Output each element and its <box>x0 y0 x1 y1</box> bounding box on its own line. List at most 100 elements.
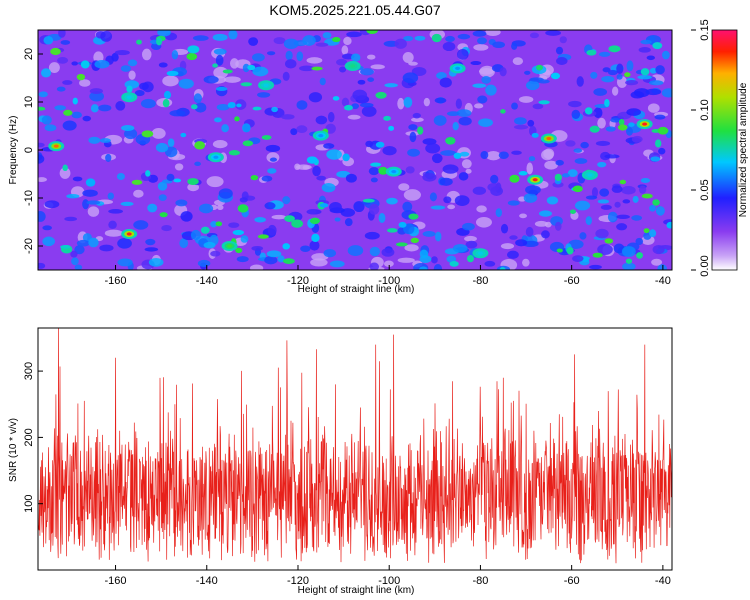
heatmap-cell <box>622 262 636 270</box>
snr-y-tick-label: 300 <box>23 362 35 380</box>
heatmap-cell <box>316 175 326 181</box>
heatmap-cell <box>440 150 457 156</box>
heatmap-cell <box>42 225 52 231</box>
snr-x-tick-label: -60 <box>564 575 580 587</box>
heatmap-cell <box>455 98 462 109</box>
heatmap-cell <box>369 246 380 257</box>
heatmap-cell <box>515 239 528 247</box>
heatmap-cell <box>175 199 188 207</box>
heatmap-cell <box>82 199 89 210</box>
heatmap-cell <box>641 193 653 199</box>
heatmap-cell <box>423 97 430 107</box>
heatmap-cell <box>655 65 665 75</box>
heatmap-cell <box>425 143 441 154</box>
heatmap-cell <box>613 243 625 254</box>
heatmap-cell <box>200 226 210 234</box>
heatmap-cell <box>559 36 567 44</box>
heatmap-cell <box>375 141 385 148</box>
heatmap-cell <box>367 54 376 60</box>
heatmap-cell <box>662 50 670 60</box>
heatmap-cell <box>417 126 424 135</box>
heatmap-cell <box>252 53 265 62</box>
heatmap-cell <box>343 36 352 46</box>
heatmap-cell <box>487 183 500 192</box>
heatmap-cell <box>544 160 558 170</box>
heatmap-cell <box>365 140 374 148</box>
heatmap-cell <box>618 118 625 126</box>
heatmap-cell <box>236 256 249 263</box>
heatmap-cell <box>394 38 407 49</box>
heatmap-cell <box>650 156 661 162</box>
heatmap-cell <box>98 104 112 112</box>
heatmap-cell <box>178 78 194 89</box>
heatmap-cell <box>586 49 597 56</box>
heatmap-cell <box>525 80 540 91</box>
heatmap-x-ticks: -160 -140 -120 -100 -80 -60 -40 <box>105 265 671 287</box>
heatmap-cell <box>300 245 311 252</box>
heatmap-cell <box>537 79 550 84</box>
heatmap-cell <box>626 127 633 136</box>
heatmap-cell <box>115 101 126 111</box>
heatmap-cell <box>57 57 69 64</box>
heatmap-cell <box>62 120 77 131</box>
heatmap-x-tick-label: -140 <box>196 275 218 287</box>
heatmap-cell <box>585 195 598 200</box>
heatmap-cell <box>661 88 672 98</box>
heatmap-cell <box>296 125 308 134</box>
heatmap-cell <box>538 210 553 217</box>
heatmap-peak-center <box>391 170 397 174</box>
heatmap-cell <box>254 217 267 223</box>
heatmap-cell <box>194 161 201 167</box>
heatmap-cell <box>572 255 584 262</box>
heatmap-y-axis-label: Frequency (Hz) <box>8 116 19 185</box>
heatmap-cell <box>166 70 179 76</box>
heatmap-cell <box>341 45 349 55</box>
heatmap-peak-center <box>642 122 648 126</box>
heatmap-cell <box>44 124 57 132</box>
heatmap-cell <box>237 204 249 213</box>
heatmap-cell <box>86 200 101 205</box>
heatmap-cell <box>283 258 295 265</box>
heatmap-cell <box>637 75 652 80</box>
heatmap-cell <box>522 258 530 267</box>
heatmap-cell <box>282 243 290 250</box>
heatmap-cell <box>499 67 507 77</box>
heatmap-cell <box>614 201 621 208</box>
heatmap-cell <box>311 66 323 71</box>
heatmap-cell <box>442 41 456 52</box>
heatmap-cell <box>265 144 281 153</box>
heatmap-cell <box>107 192 114 200</box>
heatmap-cell <box>500 243 515 250</box>
heatmap-cell <box>640 177 650 183</box>
heatmap-cell <box>180 211 193 222</box>
snr-x-axis-label: Height of straight line (km) <box>298 585 415 596</box>
heatmap-cell <box>541 230 550 239</box>
heatmap-cell <box>282 71 290 81</box>
heatmap-cell <box>610 117 621 123</box>
heatmap-cell <box>655 206 665 216</box>
heatmap-cell <box>419 266 428 270</box>
heatmap-cell <box>635 237 644 246</box>
heatmap-peak-center <box>318 134 324 138</box>
heatmap-peak-center <box>546 136 552 141</box>
heatmap-cell <box>408 124 418 131</box>
heatmap-cell <box>555 46 564 55</box>
heatmap-cell <box>412 112 421 119</box>
heatmap-cell <box>90 104 99 113</box>
heatmap-cell <box>213 48 227 55</box>
heatmap-cell <box>234 116 240 122</box>
heatmap-cell <box>459 151 470 157</box>
heatmap-cell <box>139 82 149 90</box>
heatmap-cell <box>600 204 612 210</box>
heatmap-cell <box>299 65 315 72</box>
heatmap-cell <box>476 205 487 213</box>
heatmap-cell <box>461 159 472 169</box>
heatmap-cell <box>597 117 606 129</box>
heatmap-cell <box>249 264 264 270</box>
snr-y-tick-label: 100 <box>23 495 35 513</box>
heatmap-cell <box>294 163 301 171</box>
heatmap-cell <box>524 70 531 75</box>
heatmap-cell <box>386 228 398 233</box>
heatmap-cell <box>608 45 621 53</box>
heatmap-cell <box>127 59 138 67</box>
